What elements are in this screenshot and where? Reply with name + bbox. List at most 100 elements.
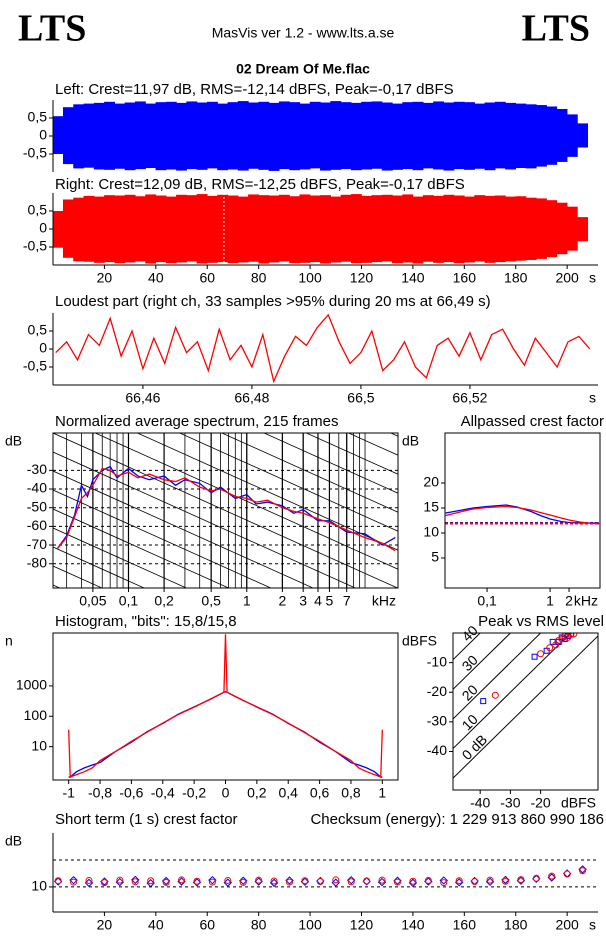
waveform-segment <box>62 107 74 165</box>
waveform-segment <box>299 103 311 170</box>
point <box>555 636 563 644</box>
waveform-segment <box>381 194 393 262</box>
y-tick-label: 0,5 <box>28 202 48 218</box>
x-tick-label: 5 <box>326 593 334 609</box>
x-axis-label: dBFS <box>561 795 596 811</box>
x-axis-label: kHz <box>372 593 396 609</box>
waveform-segment <box>484 195 496 263</box>
point <box>115 877 125 887</box>
x-tick-label: 160 <box>453 270 477 286</box>
y-tick-label: -80 <box>27 554 47 570</box>
x-tick-label: 4 <box>314 593 322 609</box>
waveform-segment <box>474 103 486 169</box>
point <box>491 691 499 699</box>
x-tick-label: 120 <box>350 917 374 933</box>
waveform-segment <box>268 102 280 171</box>
waveform-segment <box>320 102 331 171</box>
series-line <box>68 634 383 778</box>
x-tick-label: 40 <box>148 270 164 286</box>
x-tick-label: 0,2 <box>154 593 174 609</box>
x-tick-label: 80 <box>251 917 267 933</box>
x-tick-label: 0,6 <box>310 785 330 801</box>
point <box>362 877 371 886</box>
x-tick-label: 0,5 <box>201 593 221 609</box>
y-tick-label: 1000 <box>16 677 47 693</box>
point <box>537 650 545 658</box>
x-tick-label: 2 <box>565 593 573 609</box>
point <box>439 876 448 885</box>
waveform-segment <box>381 102 393 171</box>
waveform-segment <box>464 196 475 263</box>
waveform-segment <box>237 101 249 171</box>
y-tick-label: -30 <box>27 461 47 477</box>
waveform-segment <box>145 103 157 169</box>
waveform-segment <box>525 197 537 260</box>
x-tick-label: 180 <box>504 917 528 933</box>
x-tick-label: 1 <box>546 593 554 609</box>
waveform-segment <box>227 102 239 170</box>
point <box>162 878 170 886</box>
x-tick-label: -0,6 <box>119 785 143 801</box>
point <box>69 875 78 885</box>
plot-area <box>445 504 600 525</box>
y-axis-label: dBFS <box>402 633 437 649</box>
series-line <box>445 505 600 525</box>
x-tick-label: 66,46 <box>125 390 160 406</box>
waveform-segment <box>165 196 177 264</box>
y-tick-label: 0 <box>39 127 47 143</box>
point <box>285 876 294 885</box>
waveform-segment <box>464 102 475 170</box>
waveform-segment <box>114 195 126 264</box>
waveform-segment <box>114 103 126 169</box>
point <box>347 878 355 886</box>
waveform-segment <box>484 102 496 171</box>
point <box>546 644 554 652</box>
waveform-segment <box>320 195 331 264</box>
y-axis-label: n <box>5 633 13 649</box>
x-axis-label: kHz <box>574 593 598 609</box>
chart-title: Allpassed crest factor <box>461 413 604 430</box>
waveform-segment <box>361 195 373 263</box>
slope-line <box>53 489 272 588</box>
waveform-segment <box>515 196 527 261</box>
point <box>192 878 202 887</box>
y-tick-label: 0,5 <box>28 322 48 338</box>
waveform-segment <box>577 217 589 242</box>
x-tick-label: -20 <box>530 795 550 811</box>
waveform-segment <box>309 195 321 263</box>
point <box>480 698 487 705</box>
x-tick-label: 2 <box>278 593 286 609</box>
point <box>223 878 233 887</box>
waveform-segment <box>227 195 239 264</box>
x-tick-label: 100 <box>298 270 322 286</box>
x-tick-label: 20 <box>97 270 113 286</box>
point <box>408 878 418 888</box>
point <box>548 872 556 880</box>
waveform-segment <box>206 101 218 169</box>
x-tick-label: 100 <box>298 917 322 933</box>
point <box>363 877 371 885</box>
y-tick-label: -30 <box>427 713 447 729</box>
point <box>564 633 572 641</box>
y-tick-label: -70 <box>27 536 47 552</box>
slope-line <box>178 433 398 532</box>
x-axis-label: s <box>589 390 596 406</box>
crest-line <box>453 635 598 779</box>
y-tick-label: -40 <box>427 742 447 758</box>
x-tick-label: 0,4 <box>278 785 298 801</box>
point <box>177 877 186 886</box>
waveform-segment <box>556 109 568 162</box>
x-tick-label: 140 <box>401 270 425 286</box>
waveform-segment <box>412 101 424 171</box>
x-tick-label: 66,48 <box>234 390 269 406</box>
waveform-segment <box>309 101 321 169</box>
waveform-segment <box>73 104 85 169</box>
app-title: MasVis ver 1.2 - www.lts.a.se <box>212 25 395 41</box>
waveform-segment <box>145 194 157 264</box>
waveform-segment <box>350 102 362 171</box>
plot-area <box>68 634 383 778</box>
x-tick-label: -30 <box>500 795 520 811</box>
point <box>53 877 63 886</box>
point <box>424 877 433 886</box>
point <box>454 878 464 887</box>
